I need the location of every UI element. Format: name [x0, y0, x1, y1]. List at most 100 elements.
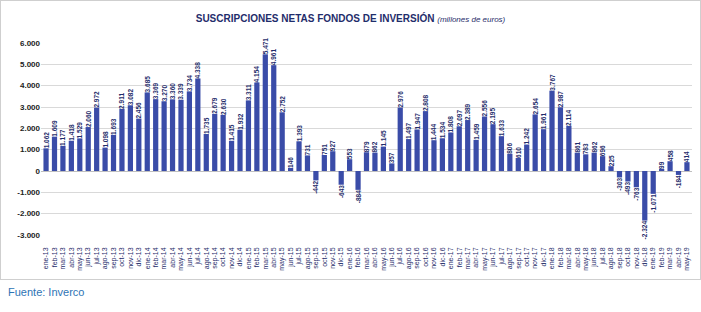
svg-text:feb-16: feb-16	[354, 247, 361, 267]
svg-text:1.497: 1.497	[405, 122, 412, 139]
svg-text:783: 783	[582, 143, 589, 154]
svg-text:-184: -184	[675, 175, 682, 188]
svg-text:ene-14: ene-14	[144, 247, 151, 269]
svg-text:sep-16: sep-16	[413, 247, 421, 269]
svg-text:oct-18: oct-18	[624, 247, 631, 267]
svg-text:may-14: may-14	[177, 247, 185, 270]
svg-text:mar-14: mar-14	[160, 247, 167, 269]
svg-text:731: 731	[304, 144, 311, 155]
svg-text:1.932: 1.932	[237, 113, 244, 130]
svg-text:1.633: 1.633	[498, 120, 505, 137]
svg-text:may-19: may-19	[683, 247, 691, 270]
svg-text:862: 862	[591, 141, 598, 152]
svg-text:2.911: 2.911	[118, 93, 125, 109]
svg-text:5.471: 5.471	[262, 38, 269, 55]
svg-text:sep-14: sep-14	[211, 247, 219, 269]
svg-text:ene-13: ene-13	[42, 247, 49, 269]
svg-text:may-17: may-17	[481, 247, 489, 270]
svg-text:1.459: 1.459	[473, 123, 480, 140]
svg-text:1.415: 1.415	[228, 124, 235, 141]
svg-text:2.556: 2.556	[481, 100, 488, 117]
svg-text:dic-14: dic-14	[236, 247, 243, 266]
svg-text:abr-14: abr-14	[169, 247, 176, 267]
svg-text:1.735: 1.735	[203, 117, 210, 134]
svg-text:4.000: 4.000	[20, 81, 41, 90]
svg-text:696: 696	[599, 145, 606, 156]
svg-text:1.098: 1.098	[102, 131, 109, 148]
svg-text:2.679: 2.679	[211, 97, 218, 114]
svg-text:458: 458	[667, 150, 674, 161]
svg-text:-1.071: -1.071	[650, 194, 657, 213]
svg-text:553: 553	[346, 148, 353, 159]
svg-text:1.242: 1.242	[523, 128, 530, 145]
svg-text:ago-15: ago-15	[304, 247, 312, 269]
svg-text:2.752: 2.752	[279, 96, 286, 113]
svg-text:-643: -643	[338, 185, 345, 198]
svg-text:6.000: 6.000	[20, 39, 41, 48]
svg-text:2.114: 2.114	[565, 110, 572, 126]
svg-text:jun-14: jun-14	[186, 247, 194, 268]
svg-text:oct-15: oct-15	[321, 247, 328, 267]
svg-text:0: 0	[36, 167, 41, 176]
svg-text:-884: -884	[355, 190, 362, 203]
svg-text:abr-15: abr-15	[270, 247, 277, 267]
svg-text:nov-13: nov-13	[127, 247, 134, 269]
svg-text:2.976: 2.976	[397, 91, 404, 108]
svg-text:2.195: 2.195	[489, 108, 496, 125]
svg-text:nov-17: nov-17	[531, 247, 538, 269]
svg-text:1.177: 1.177	[59, 129, 66, 146]
svg-text:abr-19: abr-19	[675, 247, 682, 267]
svg-text:feb-19: feb-19	[658, 247, 665, 267]
svg-text:SUSCRIPCIONES NETAS FONDOS DE: SUSCRIPCIONES NETAS FONDOS DE INVERSIÓN …	[196, 12, 506, 24]
svg-text:may-15: may-15	[278, 247, 286, 270]
svg-text:2.987: 2.987	[557, 91, 564, 108]
svg-text:2.000: 2.000	[20, 124, 41, 133]
svg-text:3.339: 3.339	[177, 83, 184, 100]
svg-text:-763: -763	[633, 187, 640, 200]
svg-text:3.311: 3.311	[245, 84, 252, 100]
svg-text:ene-18: ene-18	[548, 247, 555, 269]
svg-text:abr-18: abr-18	[574, 247, 581, 267]
svg-text:ago-18: ago-18	[607, 247, 615, 269]
svg-text:2.808: 2.808	[422, 94, 429, 111]
svg-text:1.693: 1.693	[110, 118, 117, 135]
svg-text:mar-13: mar-13	[59, 247, 66, 269]
svg-text:357: 357	[388, 152, 395, 163]
svg-text:nov-15: nov-15	[329, 247, 336, 269]
svg-text:jul-13: jul-13	[93, 247, 101, 265]
svg-text:may-18: may-18	[582, 247, 590, 270]
svg-text:1.947: 1.947	[414, 113, 421, 130]
svg-text:mar-18: mar-18	[565, 247, 572, 269]
svg-text:1.000: 1.000	[20, 145, 41, 154]
svg-text:dic-13: dic-13	[135, 247, 142, 266]
svg-text:1.609: 1.609	[51, 120, 58, 137]
svg-text:-2.000: -2.000	[17, 209, 40, 218]
svg-text:dic-17: dic-17	[540, 247, 547, 266]
svg-text:abr-17: abr-17	[472, 247, 479, 267]
svg-text:2.654: 2.654	[532, 98, 539, 115]
svg-text:jul-15: jul-15	[295, 247, 303, 265]
svg-text:jul-17: jul-17	[498, 247, 506, 265]
svg-text:1.418: 1.418	[68, 124, 75, 141]
svg-text:146: 146	[287, 157, 294, 168]
svg-text:oct-17: oct-17	[523, 247, 530, 267]
svg-text:oct-13: oct-13	[118, 247, 125, 267]
svg-text:1.529: 1.529	[76, 122, 83, 139]
svg-text:dic-16: dic-16	[439, 247, 446, 266]
svg-text:jun-16: jun-16	[388, 247, 396, 268]
svg-text:3.369: 3.369	[152, 82, 159, 99]
svg-text:610: 610	[515, 147, 522, 158]
svg-text:3.734: 3.734	[186, 75, 193, 92]
svg-text:mar-19: mar-19	[666, 247, 673, 269]
svg-text:jul-14: jul-14	[194, 247, 202, 265]
svg-text:861: 861	[574, 141, 581, 152]
svg-text:ago-16: ago-16	[405, 247, 413, 269]
svg-text:jun-18: jun-18	[590, 247, 598, 268]
svg-text:1.393: 1.393	[296, 125, 303, 142]
svg-text:nov-16: nov-16	[430, 247, 437, 269]
svg-text:2.060: 2.060	[85, 110, 92, 127]
svg-text:feb-18: feb-18	[557, 247, 564, 267]
svg-text:mar-16: mar-16	[363, 247, 370, 269]
svg-text:dic-18: dic-18	[641, 247, 648, 266]
svg-text:ene-17: ene-17	[447, 247, 454, 269]
